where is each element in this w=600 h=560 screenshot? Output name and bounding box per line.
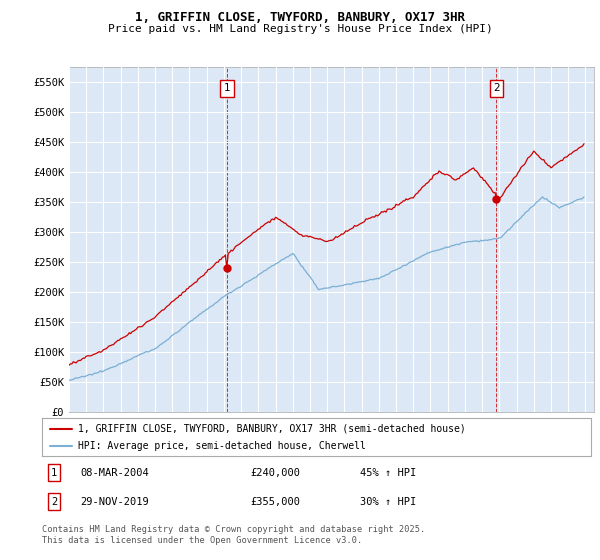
Text: 1, GRIFFIN CLOSE, TWYFORD, BANBURY, OX17 3HR (semi-detached house): 1, GRIFFIN CLOSE, TWYFORD, BANBURY, OX17…	[77, 423, 466, 433]
Text: Price paid vs. HM Land Registry's House Price Index (HPI): Price paid vs. HM Land Registry's House …	[107, 24, 493, 34]
Text: £355,000: £355,000	[251, 497, 301, 507]
Text: HPI: Average price, semi-detached house, Cherwell: HPI: Average price, semi-detached house,…	[77, 441, 365, 451]
Text: 2: 2	[51, 497, 57, 507]
Text: 2: 2	[493, 83, 500, 93]
Text: 45% ↑ HPI: 45% ↑ HPI	[361, 468, 416, 478]
Text: £240,000: £240,000	[251, 468, 301, 478]
Text: 08-MAR-2004: 08-MAR-2004	[80, 468, 149, 478]
Text: 1: 1	[51, 468, 57, 478]
Text: 1: 1	[223, 83, 230, 93]
Text: 30% ↑ HPI: 30% ↑ HPI	[361, 497, 416, 507]
Text: 1, GRIFFIN CLOSE, TWYFORD, BANBURY, OX17 3HR: 1, GRIFFIN CLOSE, TWYFORD, BANBURY, OX17…	[135, 11, 465, 24]
Text: 29-NOV-2019: 29-NOV-2019	[80, 497, 149, 507]
Text: Contains HM Land Registry data © Crown copyright and database right 2025.
This d: Contains HM Land Registry data © Crown c…	[42, 525, 425, 545]
